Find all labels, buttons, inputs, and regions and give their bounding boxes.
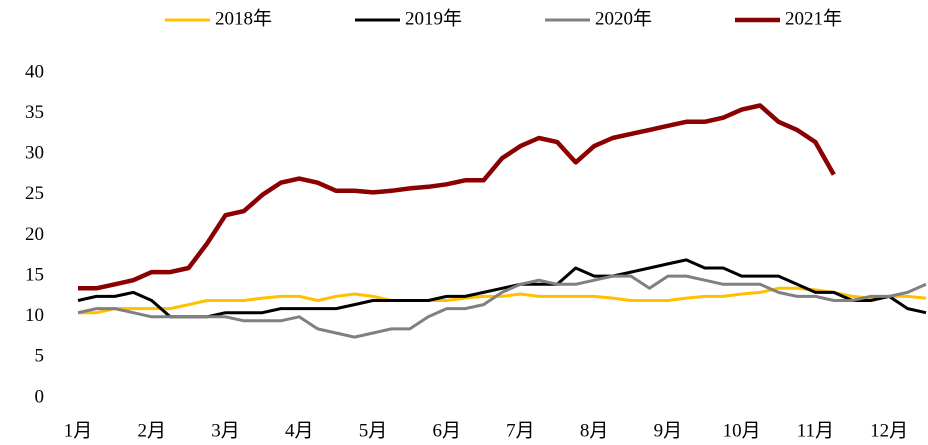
x-tick-label: 10月 — [723, 420, 761, 441]
x-tick-label: 8月 — [580, 420, 609, 441]
y-tick-label: 40 — [25, 61, 44, 82]
x-tick-label: 6月 — [432, 420, 461, 441]
x-tick-label: 12月 — [870, 420, 908, 441]
legend-label: 2020年 — [595, 7, 652, 29]
y-tick-label: 15 — [25, 264, 44, 285]
x-tick-label: 9月 — [654, 420, 683, 441]
x-tick-label: 3月 — [211, 420, 240, 441]
legend-label: 2021年 — [785, 7, 842, 29]
x-tick-label: 1月 — [64, 420, 93, 441]
x-tick-label: 11月 — [797, 420, 834, 441]
series-line — [77, 274, 927, 339]
y-tick-label: 10 — [25, 305, 44, 326]
y-tick-label: 30 — [25, 143, 44, 164]
series-line — [77, 258, 927, 319]
legend-label: 2018年 — [215, 7, 272, 29]
y-tick-label: 25 — [25, 183, 44, 204]
series-line — [78, 286, 927, 315]
y-tick-label: 35 — [25, 102, 44, 123]
legend-label: 2019年 — [405, 7, 462, 29]
x-tick-label: 2月 — [137, 420, 166, 441]
y-tick-label: 0 — [35, 386, 45, 407]
y-tick-label: 5 — [35, 346, 45, 367]
x-tick-label: 5月 — [359, 420, 388, 441]
series-line — [78, 103, 836, 291]
y-tick-label: 20 — [25, 224, 44, 245]
x-tick-label: 7月 — [506, 420, 535, 441]
x-tick-label: 4月 — [285, 420, 314, 441]
